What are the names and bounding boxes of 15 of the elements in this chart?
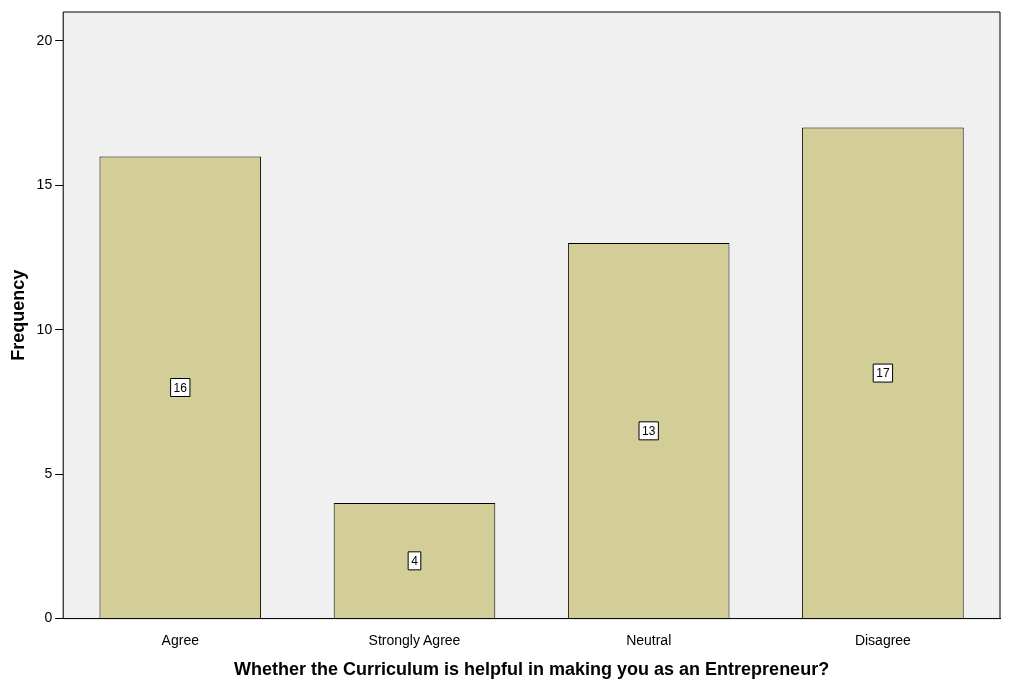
data-label: 4 xyxy=(411,554,419,569)
x-tick-label: Strongly Agree xyxy=(368,631,461,648)
data-label: 13 xyxy=(642,424,656,439)
data-label: 17 xyxy=(876,366,890,381)
y-tick-label: 5 xyxy=(44,465,53,482)
y-axis-title: Frequency xyxy=(7,269,28,361)
y-tick-label: 20 xyxy=(36,31,53,48)
y-tick-label: 15 xyxy=(36,176,53,193)
y-tick-label: 0 xyxy=(44,609,53,626)
data-label: 16 xyxy=(173,380,188,395)
x-tick-label: Agree xyxy=(161,631,200,648)
x-axis-title: Whether the Curriculum is helpful in making you as an Entrepreneur? xyxy=(234,659,830,680)
x-tick-label: Neutral xyxy=(626,631,672,648)
y-tick-label: 10 xyxy=(36,320,53,337)
x-tick-label: Disagree xyxy=(854,631,912,648)
